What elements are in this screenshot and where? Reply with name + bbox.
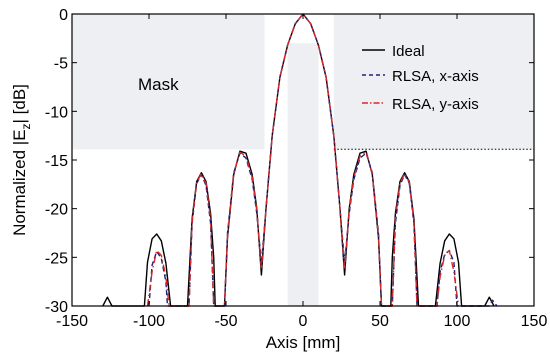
series-line-2	[146, 13, 460, 307]
x-tick-label-4: 50	[371, 313, 389, 330]
y-tick-label-3: -15	[45, 153, 68, 170]
y-tick-label-2: -10	[45, 104, 68, 121]
legend: Ideal RLSA, x-axis RLSA, y-axis	[362, 43, 479, 113]
y-axis-label-main: Normalized |E	[10, 129, 29, 235]
x-tick-label-6: 150	[521, 313, 548, 330]
mask-region-0	[72, 14, 265, 150]
mask-region-2	[333, 14, 534, 150]
legend-label-rlsa-x: RLSA, x-axis	[392, 68, 479, 85]
y-tick-label-6: -30	[45, 299, 68, 316]
y-tick-label-5: -25	[45, 250, 68, 267]
y-tick-label-0: 0	[59, 7, 68, 24]
x-tick-label-5: 100	[444, 313, 471, 330]
mask-regions	[72, 14, 534, 306]
x-tick-label-3: 0	[299, 313, 308, 330]
x-tick-label-0: -150	[56, 313, 88, 330]
mask-label: Mask	[138, 75, 179, 94]
x-tick-label-1: -100	[133, 313, 165, 330]
y-tick-label-4: -20	[45, 202, 68, 219]
y-axis-label: Normalized |Ez| [dB]	[10, 84, 33, 236]
x-axis-label: Axis [mm]	[266, 333, 341, 352]
x-tick-label-2: -50	[214, 313, 237, 330]
legend-label-ideal: Ideal	[392, 43, 425, 60]
mask-region-1	[287, 43, 319, 306]
legend-label-rlsa-y: RLSA, y-axis	[392, 96, 479, 113]
axis-ticks: -150 -100 -50 0 50 100 150 0 -5 -10 -15 -20 -25 -30	[45, 7, 548, 330]
y-tick-label-1: -5	[54, 56, 68, 73]
y-axis-label-sub: z	[19, 123, 33, 129]
y-axis-label-suffix: | [dB]	[10, 84, 29, 123]
